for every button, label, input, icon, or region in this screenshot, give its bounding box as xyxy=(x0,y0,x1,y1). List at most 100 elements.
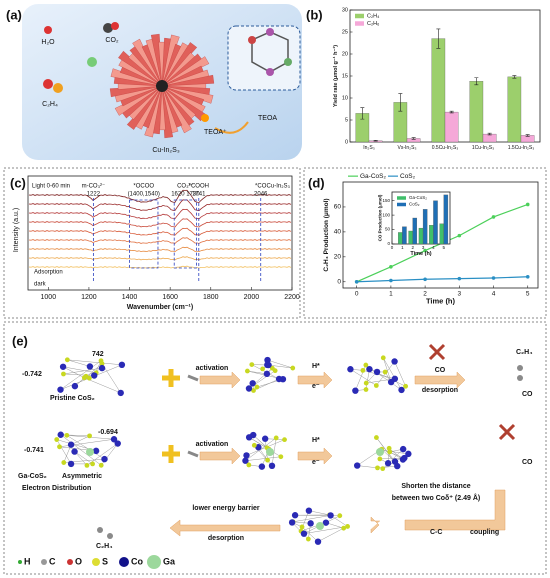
atom xyxy=(59,363,67,370)
bond xyxy=(249,437,268,449)
error-bar xyxy=(449,110,454,114)
atom xyxy=(110,436,118,443)
bond xyxy=(301,526,319,542)
y-tick-label: 150 xyxy=(382,198,390,203)
x-tick-label: 1000 xyxy=(41,294,57,301)
atom xyxy=(266,28,274,36)
bond xyxy=(63,366,97,374)
bond xyxy=(271,437,277,466)
bar xyxy=(402,226,407,245)
label: lower energy barrier xyxy=(192,505,260,512)
x-tick-label: In₂S₃ xyxy=(363,145,374,151)
plot-area xyxy=(342,181,539,289)
panel-label: (a) xyxy=(6,7,22,22)
box-label: (1400,1540) xyxy=(128,192,160,198)
bar xyxy=(429,225,434,245)
x-tick-label: 3 xyxy=(422,245,425,250)
panel-label: (e) xyxy=(12,333,28,348)
label: between two Coδ⁺ (2.49 Å) xyxy=(392,493,480,502)
peak-box xyxy=(129,199,159,269)
atom xyxy=(384,460,392,467)
atom xyxy=(44,26,52,34)
atom xyxy=(322,519,330,526)
label: CO₂ xyxy=(105,37,119,44)
atom xyxy=(307,520,314,527)
bond xyxy=(383,357,392,383)
y-tick-label: 15 xyxy=(342,73,348,79)
label: Ga-CoS₂ xyxy=(18,473,47,480)
x-tick-label: 3 xyxy=(458,291,462,298)
spectrum xyxy=(28,199,292,212)
atom xyxy=(251,388,256,393)
label: desorption xyxy=(208,535,244,542)
atom xyxy=(278,454,284,460)
error-bar xyxy=(411,137,416,140)
bar xyxy=(507,76,522,143)
x-tick-label: 0.5Cu-In₂S₃ xyxy=(432,145,459,151)
spectrum xyxy=(28,227,292,236)
label: activation xyxy=(196,365,229,372)
atom xyxy=(375,465,380,471)
label: TEOA xyxy=(258,115,277,122)
marker xyxy=(389,278,393,283)
atom xyxy=(71,448,78,455)
label: CO xyxy=(522,391,533,398)
label: Cu-In₂S₃ xyxy=(152,147,180,154)
marker xyxy=(491,215,496,219)
bond xyxy=(365,369,370,390)
charge: -0.694 xyxy=(98,429,118,436)
label: e⁻ xyxy=(312,459,320,466)
bar xyxy=(482,133,497,143)
label: TEOA⁺ xyxy=(204,129,227,136)
legend-label: Ga xyxy=(163,556,176,566)
x-tick-label: 2 xyxy=(423,291,427,298)
atom xyxy=(314,538,322,545)
label: Electron Distribution xyxy=(22,485,91,492)
bar xyxy=(408,230,413,245)
label: coupling xyxy=(470,529,499,536)
atom xyxy=(61,371,66,377)
label: C₂H₄ xyxy=(96,543,113,550)
atom xyxy=(84,463,90,468)
bar xyxy=(433,200,438,245)
atom xyxy=(337,513,343,519)
atom xyxy=(99,361,105,367)
annotation: dark xyxy=(34,282,47,288)
atom xyxy=(67,441,75,448)
label: H* xyxy=(312,363,320,370)
spectrum xyxy=(28,265,292,269)
legend-label: C₂H₄ xyxy=(367,13,380,19)
legend-label: O xyxy=(75,556,82,566)
x-tick-label: 1200 xyxy=(81,294,97,301)
x-tick-label: 2200 xyxy=(284,294,300,301)
atom xyxy=(299,524,305,530)
marker xyxy=(354,279,359,284)
atom xyxy=(517,375,523,381)
x-tick-label: 1 xyxy=(401,245,404,250)
marker xyxy=(389,265,393,269)
legend-swatch xyxy=(67,559,73,565)
bar xyxy=(422,209,428,245)
panel-c-frame xyxy=(3,167,301,319)
legend-label: CoS₂ xyxy=(409,202,420,207)
x-tick-label: 5 xyxy=(443,245,446,250)
bond xyxy=(293,515,331,523)
atom xyxy=(373,368,381,376)
hole xyxy=(87,57,97,67)
atom xyxy=(263,370,271,378)
y-tick-label: 10 xyxy=(342,95,348,101)
charge: 742 xyxy=(92,351,104,358)
y-tick-label: 5 xyxy=(345,117,348,123)
bond xyxy=(56,439,72,465)
atom xyxy=(391,458,399,465)
marker xyxy=(423,277,427,282)
plus xyxy=(162,369,180,463)
atom xyxy=(64,357,70,363)
atom xyxy=(251,442,257,448)
atom xyxy=(111,22,119,30)
label: Asymmetric xyxy=(62,473,102,480)
arrow xyxy=(199,371,241,389)
atom xyxy=(245,434,253,441)
co xyxy=(187,450,199,458)
bar xyxy=(418,227,424,245)
